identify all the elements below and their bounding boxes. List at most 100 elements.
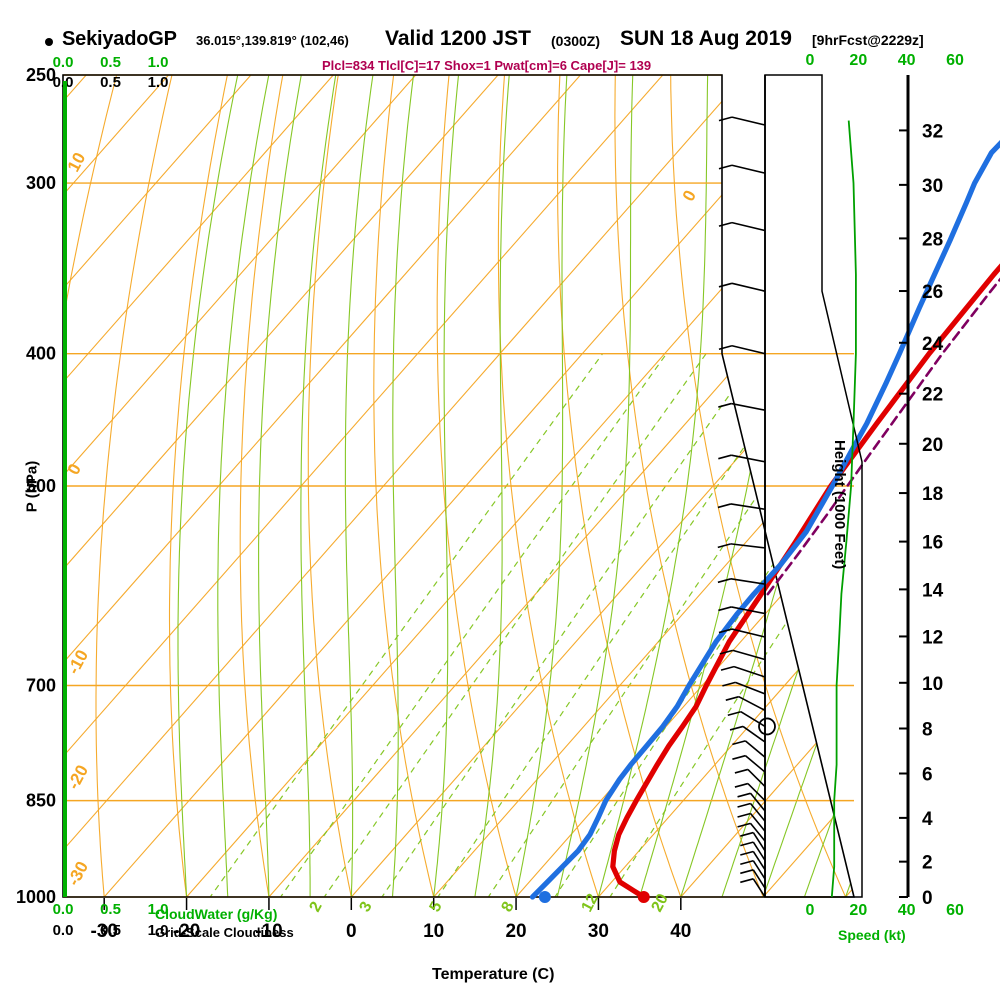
saturated-adiabat-line (391, 75, 434, 897)
mixing-ratio-label: 2 (307, 899, 326, 915)
wind-barb (737, 822, 766, 842)
wind-barb-shaft (738, 695, 766, 712)
mixing-ratio-label: 20 (649, 891, 672, 915)
cloudwater-bottom-tick-label: 1.0 (148, 901, 169, 918)
sounding-stats-line: Plcl=834 Tlcl[C]=17 Shox=1 Pwat[cm]=6 Ca… (322, 58, 652, 73)
height-tick-label: 24 (922, 334, 944, 355)
wind-barb-shaft (731, 402, 766, 411)
pressure-tick-label: 1000 (16, 887, 56, 907)
temperature-tick-label: 10 (423, 921, 444, 942)
dewpoint-curve (529, 140, 1000, 900)
wind-barb-shaft (731, 116, 766, 126)
wind-barb-shaft (749, 822, 766, 842)
wind-barb (732, 740, 766, 758)
wind-barb-feather (737, 822, 751, 828)
height-tick-label: 6 (922, 765, 933, 786)
wind-barb-feather (718, 164, 733, 170)
wind-barb-feather (718, 345, 733, 351)
wind-barb-feather (717, 578, 732, 584)
wind-barb-shaft (744, 755, 766, 773)
wind-barb-feather (722, 681, 736, 687)
wind-barb-feather (718, 628, 733, 634)
speed-tick-label: 40 (898, 52, 916, 69)
wind-barb (737, 812, 766, 832)
dry-adiabat-line (723, 75, 854, 897)
station-name: SekiyadoGP (62, 28, 177, 50)
wind-barb-feather (734, 768, 749, 774)
height-tick-label: 16 (922, 533, 943, 554)
wind-barb (718, 344, 766, 355)
wind-barb-shaft (747, 782, 766, 802)
isotherm-value-label: -10 (64, 647, 92, 678)
wind-barb-shaft (731, 221, 766, 232)
wind-barb-feather (737, 802, 751, 808)
wind-barb (740, 859, 766, 880)
wind-barb-panel (717, 74, 863, 898)
wind-barb-feather (727, 710, 742, 717)
station-coordinates: 36.015°,139.819° (102,46) (196, 33, 349, 48)
temperature-tick-label: 30 (588, 921, 609, 942)
wind-barb-feather (717, 543, 732, 549)
saturated-adiabat-line (300, 75, 361, 897)
cloudiness-axis-title: Grid-Scale Cloudiness (155, 925, 294, 940)
dry-adiabat-line (988, 0, 1000, 897)
wind-barb (737, 802, 766, 822)
station-dot-icon (45, 38, 53, 46)
height-tick-label: 20 (922, 435, 943, 456)
temperature-curve (610, 263, 1000, 900)
saturated-adiabat-line (344, 75, 396, 897)
dry-adiabat-line (935, 0, 1000, 897)
saturated-adiabat-line (474, 75, 524, 897)
cloudiness-bottom-group: 0.0 0.5 1.0 (53, 922, 169, 939)
speed-tick-label: 0 (806, 902, 815, 919)
wind-barb-shaft (730, 578, 766, 585)
height-tick-label: 18 (922, 484, 943, 505)
speed-tick-label: 40 (898, 902, 916, 919)
wind-barb-feather (734, 782, 749, 788)
cloudiness-top-tick-label: 0.5 (100, 74, 121, 91)
isotherm-value-label: 0 (679, 187, 700, 204)
dry-adiabat-line (373, 75, 435, 897)
dewpoint-surface-marker (538, 891, 551, 903)
speed-tick-label: 20 (849, 52, 867, 69)
wind-barb (740, 878, 766, 898)
wind-barb (732, 754, 766, 773)
cloudiness-top-group: 0.00.51.0 (53, 74, 169, 91)
wind-barb-feather (718, 606, 732, 612)
wind-barb (718, 628, 766, 638)
mixing-ratio-label: 5 (427, 899, 446, 915)
wind-barb-shaft (731, 344, 766, 355)
temperature-tick-label: -20 (173, 921, 200, 942)
wind-barb (718, 606, 766, 615)
mixing-ratio-line (189, 353, 604, 897)
wind-barb (718, 402, 766, 411)
mixing-ratio-line (418, 353, 810, 897)
wind-barb-shaft (744, 740, 766, 758)
wind-barb-feather (717, 503, 732, 509)
wind-barb-feather (732, 740, 746, 746)
wind-barb (717, 578, 766, 585)
saturated-adiabat-line (680, 75, 854, 897)
dry-adiabat-line (670, 75, 847, 897)
speed-tick-label: 60 (946, 52, 964, 69)
wind-barb (718, 164, 766, 174)
wind-barb-feather (740, 878, 754, 884)
wind-barb-shaft (733, 665, 766, 678)
valid-time-label: Valid 1200 JST (385, 27, 531, 50)
cloudiness-bottom-tick-label: 1.0 (148, 922, 169, 939)
wind-barb (719, 649, 766, 661)
height-tick-label: 32 (922, 121, 943, 142)
height-tick-label: 0 (922, 888, 933, 909)
wind-barb-shaft (735, 681, 766, 695)
pressure-tick-label: 500 (26, 476, 56, 496)
cloudwater-bottom-tick-label: 0.5 (100, 901, 121, 918)
wind-barb-shaft (731, 164, 766, 174)
wind-barb-feather (719, 649, 734, 655)
wind-barb-feather (732, 754, 746, 760)
isotherm-line (63, 75, 417, 897)
wind-barb-shaft (749, 813, 766, 832)
wind-barb (729, 725, 766, 743)
valid-time-utc: (0300Z) (551, 33, 601, 49)
wind-barb-feather (740, 841, 754, 847)
